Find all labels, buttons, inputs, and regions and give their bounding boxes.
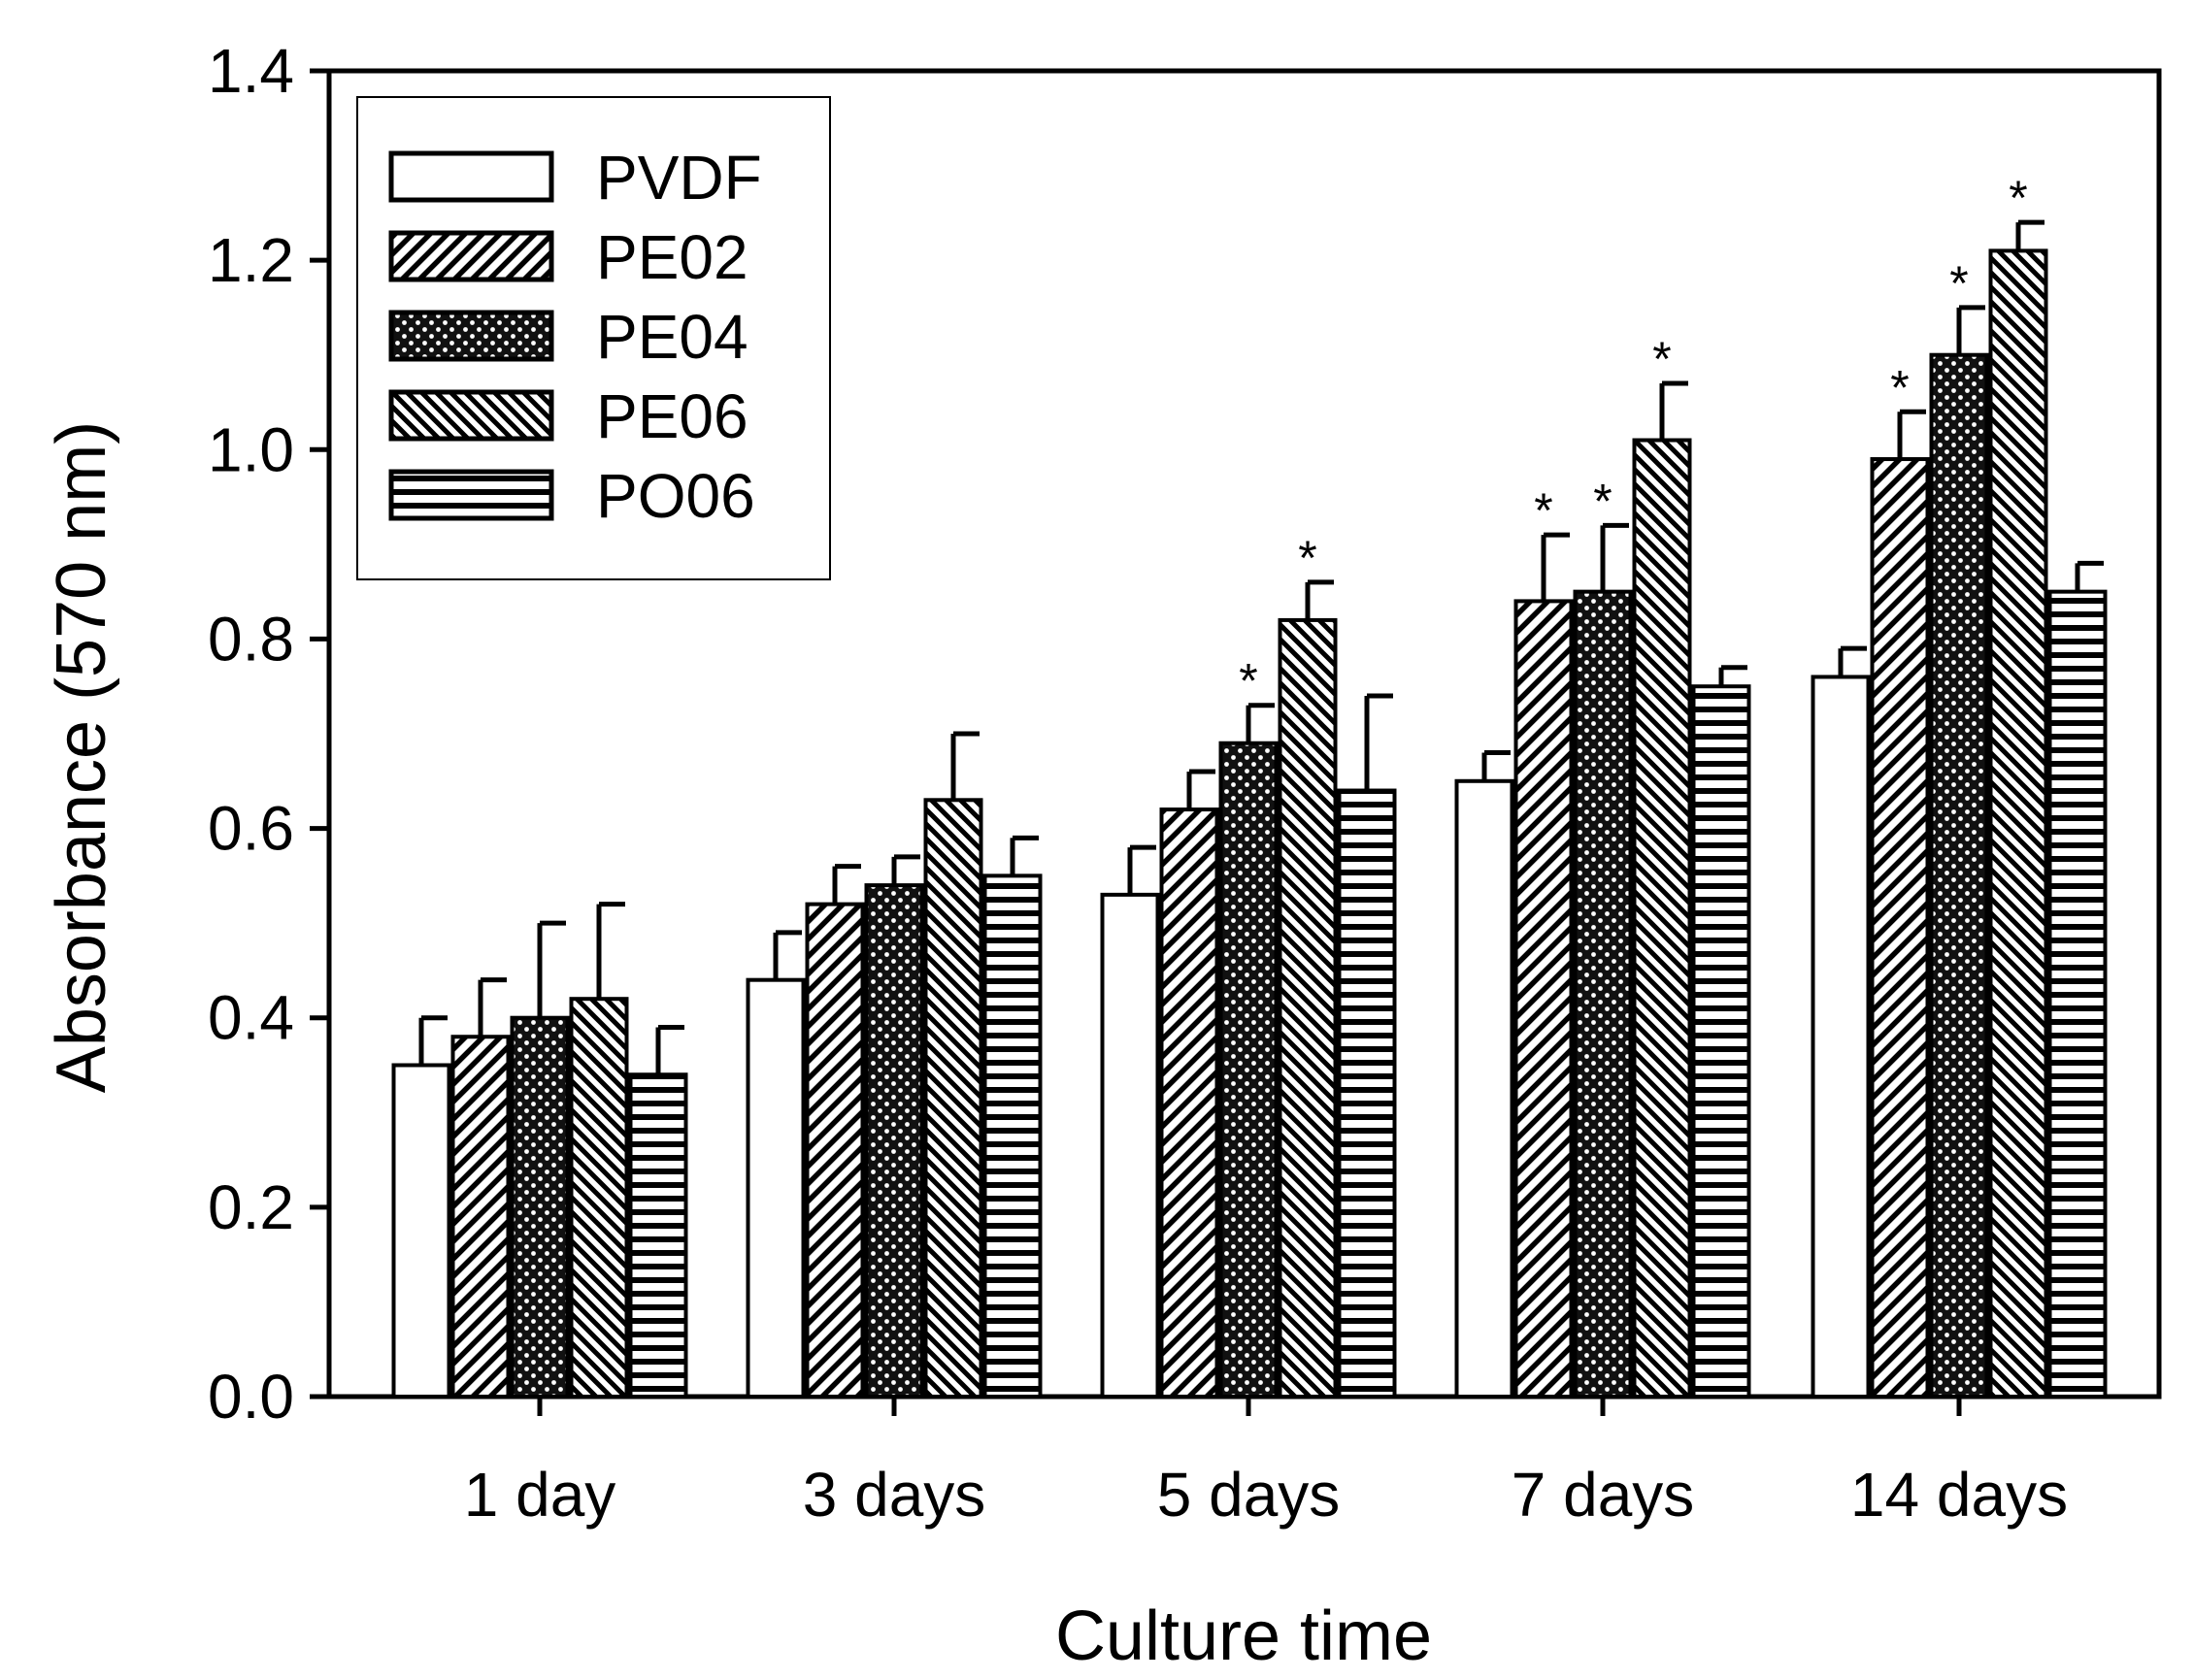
bar-group-pe04: * [1218, 654, 1279, 1399]
bar-group-pe06: * [1632, 332, 1692, 1399]
legend: PVDF PE02 PE04 PE06 PO06 [356, 96, 831, 580]
bar [1454, 778, 1514, 1399]
x-tick-label: 14 days [1850, 1460, 2068, 1530]
significance-star: * [1534, 483, 1552, 538]
x-axis-title: Culture time [1055, 1598, 1432, 1675]
significance-star: * [1949, 256, 1968, 311]
bar-group-pe02: * [1870, 360, 1930, 1399]
bar-group-pe02 [1159, 769, 1219, 1399]
significance-star: * [1239, 654, 1257, 708]
legend-label: PE06 [596, 381, 748, 451]
bar [2047, 589, 2108, 1399]
legend-label: PE04 [596, 302, 748, 372]
y-axis-title: Absorbance (570 nm) [43, 421, 120, 1093]
bar-group-pe02: * [1513, 483, 1574, 1399]
bar-group-pe04: * [1929, 256, 1989, 1400]
y-axis: 0.0 0.2 0.4 0.6 0.8 1.0 1.2 1.4 [208, 36, 329, 1432]
bar [1870, 457, 1930, 1399]
y-tick-label: 0.0 [208, 1362, 294, 1432]
legend-label: PVDF [596, 143, 762, 213]
bar-group-po06 [1337, 693, 1397, 1399]
y-tick-label: 1.0 [208, 414, 294, 484]
significance-star: * [1890, 360, 1909, 414]
bar-group-pe04 [864, 854, 924, 1399]
bar-group-pe04: * [1573, 474, 1633, 1399]
bar-group-pe06: * [1278, 531, 1338, 1399]
y-tick-label: 0.2 [208, 1172, 294, 1242]
bar-group-po06 [1691, 665, 1751, 1399]
bar [1988, 248, 2048, 1399]
bars-layer: * * * * * * * * [391, 171, 2108, 1400]
bar-group-po06 [628, 1024, 688, 1400]
legend-swatch [388, 469, 554, 521]
bar [1337, 788, 1397, 1399]
bar-group-pe06 [923, 731, 983, 1399]
bar [1513, 599, 1574, 1399]
bar [923, 798, 983, 1399]
significance-star: * [1652, 332, 1671, 386]
bar-group-pvdf [1811, 645, 1871, 1399]
bar-group-po06 [2047, 560, 2108, 1399]
y-tick-label: 0.6 [208, 794, 294, 864]
legend-swatch [388, 389, 554, 442]
bar-group-pe06 [569, 902, 629, 1399]
bar [982, 873, 1043, 1399]
bar [864, 883, 924, 1399]
bar [1100, 892, 1160, 1399]
x-axis: 1 day 3 days 5 days 7 days 14 days [464, 1397, 2068, 1530]
bar [1811, 675, 1871, 1399]
bar [746, 977, 806, 1400]
bar-group-pe02 [450, 977, 511, 1399]
bar [1929, 352, 1989, 1400]
bar [1691, 684, 1751, 1399]
bar-group-pe06: * [1988, 171, 2048, 1399]
legend-items: PVDF PE02 PE04 PE06 PO06 [388, 143, 762, 531]
x-tick-label: 7 days [1512, 1460, 1695, 1530]
bar [569, 997, 629, 1399]
y-tick-label: 1.2 [208, 225, 294, 295]
bar [1573, 589, 1633, 1399]
y-tick-label: 1.4 [208, 36, 294, 106]
y-tick-label: 0.8 [208, 604, 294, 674]
legend-swatch [388, 150, 554, 203]
bar [450, 1035, 511, 1399]
bar [805, 902, 865, 1400]
bar [1278, 617, 1338, 1399]
bar-group-pvdf [391, 1015, 451, 1399]
bar-group-pvdf [1100, 844, 1160, 1399]
x-tick-label: 3 days [803, 1460, 986, 1530]
x-tick-label: 1 day [464, 1460, 616, 1530]
bar [510, 1015, 570, 1399]
bar-group-po06 [982, 835, 1043, 1399]
bar-group-pvdf [746, 930, 806, 1400]
significance-star: * [1593, 474, 1612, 528]
significance-star: * [2009, 171, 2027, 225]
legend-label: PO06 [596, 461, 755, 531]
bar [1218, 741, 1279, 1399]
bar-group-pe02 [805, 864, 865, 1400]
significance-star: * [1298, 531, 1316, 585]
legend-swatch [388, 230, 554, 282]
plot-area: 0.0 0.2 0.4 0.6 0.8 1.0 1.2 1.4 1 day 3 days 5 da… [208, 36, 2162, 1530]
x-tick-label: 5 days [1157, 1460, 1341, 1530]
bar [1159, 807, 1219, 1399]
bar [628, 1072, 688, 1400]
y-tick-label: 0.4 [208, 983, 294, 1053]
legend-label: PE02 [596, 222, 748, 292]
bar-group-pvdf [1454, 750, 1514, 1399]
legend-swatch [388, 310, 554, 362]
bar [391, 1063, 451, 1399]
bar [1632, 438, 1692, 1399]
bar-group-pe04 [510, 920, 570, 1399]
